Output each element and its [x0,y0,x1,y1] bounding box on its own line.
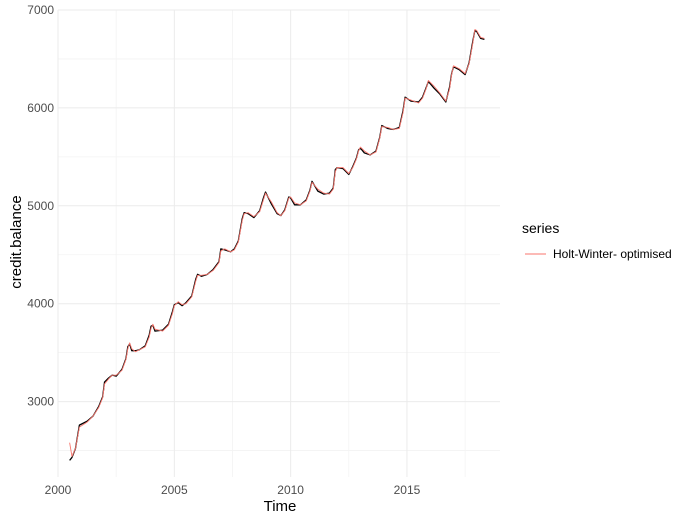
y-tick-label: 5000 [27,199,54,213]
y-tick-label: 3000 [27,395,54,409]
y-tick-label: 7000 [27,3,54,17]
x-axis-title: Time [264,498,297,515]
y-tick-label: 4000 [27,297,54,311]
grid [57,9,500,477]
legend-label: Holt-Winter- optimised [553,247,672,261]
legend: series Holt-Winter- optimised [522,220,672,261]
x-tick-label: 2015 [394,483,421,497]
series-lines [69,29,485,461]
axis-ticks: 2000 2005 2010 2015 3000 4000 5000 6000 7000 [27,3,420,497]
y-axis-title: credit.balance [8,195,25,288]
x-tick-label: 2010 [277,483,304,497]
y-tick-label: 6000 [27,101,54,115]
x-tick-label: 2000 [45,483,72,497]
x-tick-label: 2005 [161,483,188,497]
legend-title: series [522,220,559,236]
series-line-fitted [69,29,485,457]
